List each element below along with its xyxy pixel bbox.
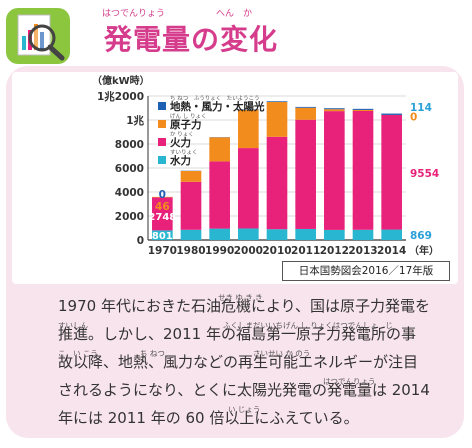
data-label-thermal: 9554 <box>410 168 439 180</box>
body-ruby: はつでんりょう <box>323 377 376 386</box>
body-ruby: ち ねつ <box>140 349 165 358</box>
source-note: 日本国勢図会2016／17年版 <box>282 261 450 281</box>
bar-segment <box>266 102 288 137</box>
body-line-text: 年には 2011 年の 60 倍以上にふえている。 <box>58 409 359 427</box>
data-label-nuclear: 0 <box>410 112 417 124</box>
page-title: 発電量の変化 <box>104 23 279 56</box>
x-tick-label: 1970 <box>148 245 177 257</box>
y-axis-label: （億kW時） <box>92 74 150 87</box>
body-line: 年には 2011 年の 60 倍以上にふえている。い じょう <box>58 404 458 432</box>
title-ruby-left: はつでんりょう <box>102 9 166 19</box>
y-tick-label: 0 <box>137 235 144 247</box>
data-label-thermal: 2748 <box>148 212 176 223</box>
data-label-geo: 0 <box>159 189 166 201</box>
bar-segment <box>324 108 345 110</box>
bar-segment <box>238 148 259 229</box>
body-ruby: こ い こう <box>58 349 98 358</box>
data-label-hydro: 801 <box>152 231 173 242</box>
bar-segment <box>180 181 202 230</box>
body-line: されるようになり、とくに太陽光発電の発電量は 2014 はつでんりょう <box>58 376 458 404</box>
y-tick-label: 1兆2000 <box>97 90 144 103</box>
legend-swatch <box>158 156 166 164</box>
y-tick-label: 8000 <box>115 139 144 151</box>
title-area: はつでんりょう へん か 発電量の変化 <box>0 0 472 68</box>
bar-segment <box>295 119 316 229</box>
body-line: 推進。しかし、2011 年の福島第一原子力発電所の事 すいしん ふくしまだいいちげん… <box>58 320 458 348</box>
legend-swatch <box>158 120 166 128</box>
body-line: 故以降、地熱、風力などの再生可能エネルギーが注目こ い こう ち ねつ さいせい か… <box>58 348 458 376</box>
legend-swatch <box>158 138 166 146</box>
bar-segment <box>180 171 202 182</box>
x-tick-label: 2000 <box>234 245 263 257</box>
body-line-text: 故以降、地熱、風力などの再生可能エネルギーが注目 <box>58 353 419 371</box>
bar-segment <box>295 106 316 108</box>
bar-segment <box>152 197 173 231</box>
x-tick-label: 2010 <box>262 245 291 257</box>
legend-label: 火力 <box>170 136 191 149</box>
legend-label: 原子力 <box>170 118 202 131</box>
bar-segment <box>381 114 402 230</box>
bar-segment <box>238 109 259 149</box>
data-label-geo: 114 <box>410 102 432 114</box>
bar-segment <box>381 229 402 240</box>
body-ruby: い じょう <box>228 405 261 414</box>
bar-segment <box>266 136 288 230</box>
bar-segment <box>324 111 345 230</box>
title-ruby-right: へん か <box>216 9 253 19</box>
magnifier-chart-icon <box>6 8 70 64</box>
bar-segment <box>352 109 374 111</box>
y-tick-label: 4000 <box>115 187 144 199</box>
body-ruby: ふくしまだいいちげん し りょくはつでんしょ じ <box>223 321 393 330</box>
data-label-nuclear: 46 <box>155 201 170 213</box>
y-tick-label: 6000 <box>115 163 144 175</box>
bar-segment <box>152 230 173 240</box>
bar-segment <box>324 229 345 240</box>
bar-segment <box>324 109 345 112</box>
x-tick-label: 2013 <box>348 245 377 257</box>
x-tick-label: 2012 <box>320 245 349 257</box>
bar-segment <box>352 111 374 230</box>
legend-ruby: ち ねつ ふうりょく たいようこう <box>170 95 260 102</box>
body-line-text: 推進。しかし、2011 年の福島第一原子力発電所の事 <box>58 325 416 343</box>
bar-segment <box>152 196 173 198</box>
legend-ruby: か りょく <box>170 131 194 138</box>
legend-label: 地熱・風力・太陽光 <box>170 100 265 113</box>
body-ruby: さいせい か のう <box>253 349 311 358</box>
bar-segment <box>381 113 402 115</box>
bar-segment <box>180 229 202 240</box>
x-axis-label: （年） <box>409 244 439 257</box>
body-line-text: されるようになり、とくに太陽光発電の発電量は 2014 <box>58 381 430 399</box>
body-text: 1970 年代におきた石油危機により、国は原子力発電を せき ゆ き き推進。しか… <box>58 292 458 432</box>
y-tick-label: 2000 <box>115 211 144 223</box>
x-tick-label: 2014 <box>377 245 406 257</box>
bar-segment <box>209 137 230 162</box>
bar-segment <box>209 228 230 240</box>
legend-ruby: げん し りょく <box>170 112 207 120</box>
bar-segment <box>295 228 316 240</box>
data-label-hydro: 869 <box>410 230 432 242</box>
x-tick-label: 1980 <box>176 245 205 257</box>
bar-segment <box>352 108 374 110</box>
legend-label: 水力 <box>169 154 191 167</box>
body-ruby: すいしん <box>58 321 88 330</box>
legend-swatch <box>158 102 166 110</box>
bar-segment <box>238 228 259 240</box>
x-tick-label: 1990 <box>205 245 234 257</box>
legend-ruby: すいりょく <box>170 149 198 156</box>
x-tick-label: 2011 <box>291 245 320 257</box>
bar-segment <box>209 161 230 229</box>
bar-segment <box>295 107 316 120</box>
bar-segment <box>266 229 288 240</box>
y-tick-label: 1兆 <box>126 114 144 127</box>
body-line-text: 1970 年代におきた石油危機により、国は原子力発電を <box>58 297 431 315</box>
body-line: 1970 年代におきた石油危機により、国は原子力発電を せき ゆ き き <box>58 292 458 320</box>
bar-segment <box>352 229 374 240</box>
body-ruby: せき ゆ き き <box>218 293 263 302</box>
bar-segment <box>266 101 288 102</box>
